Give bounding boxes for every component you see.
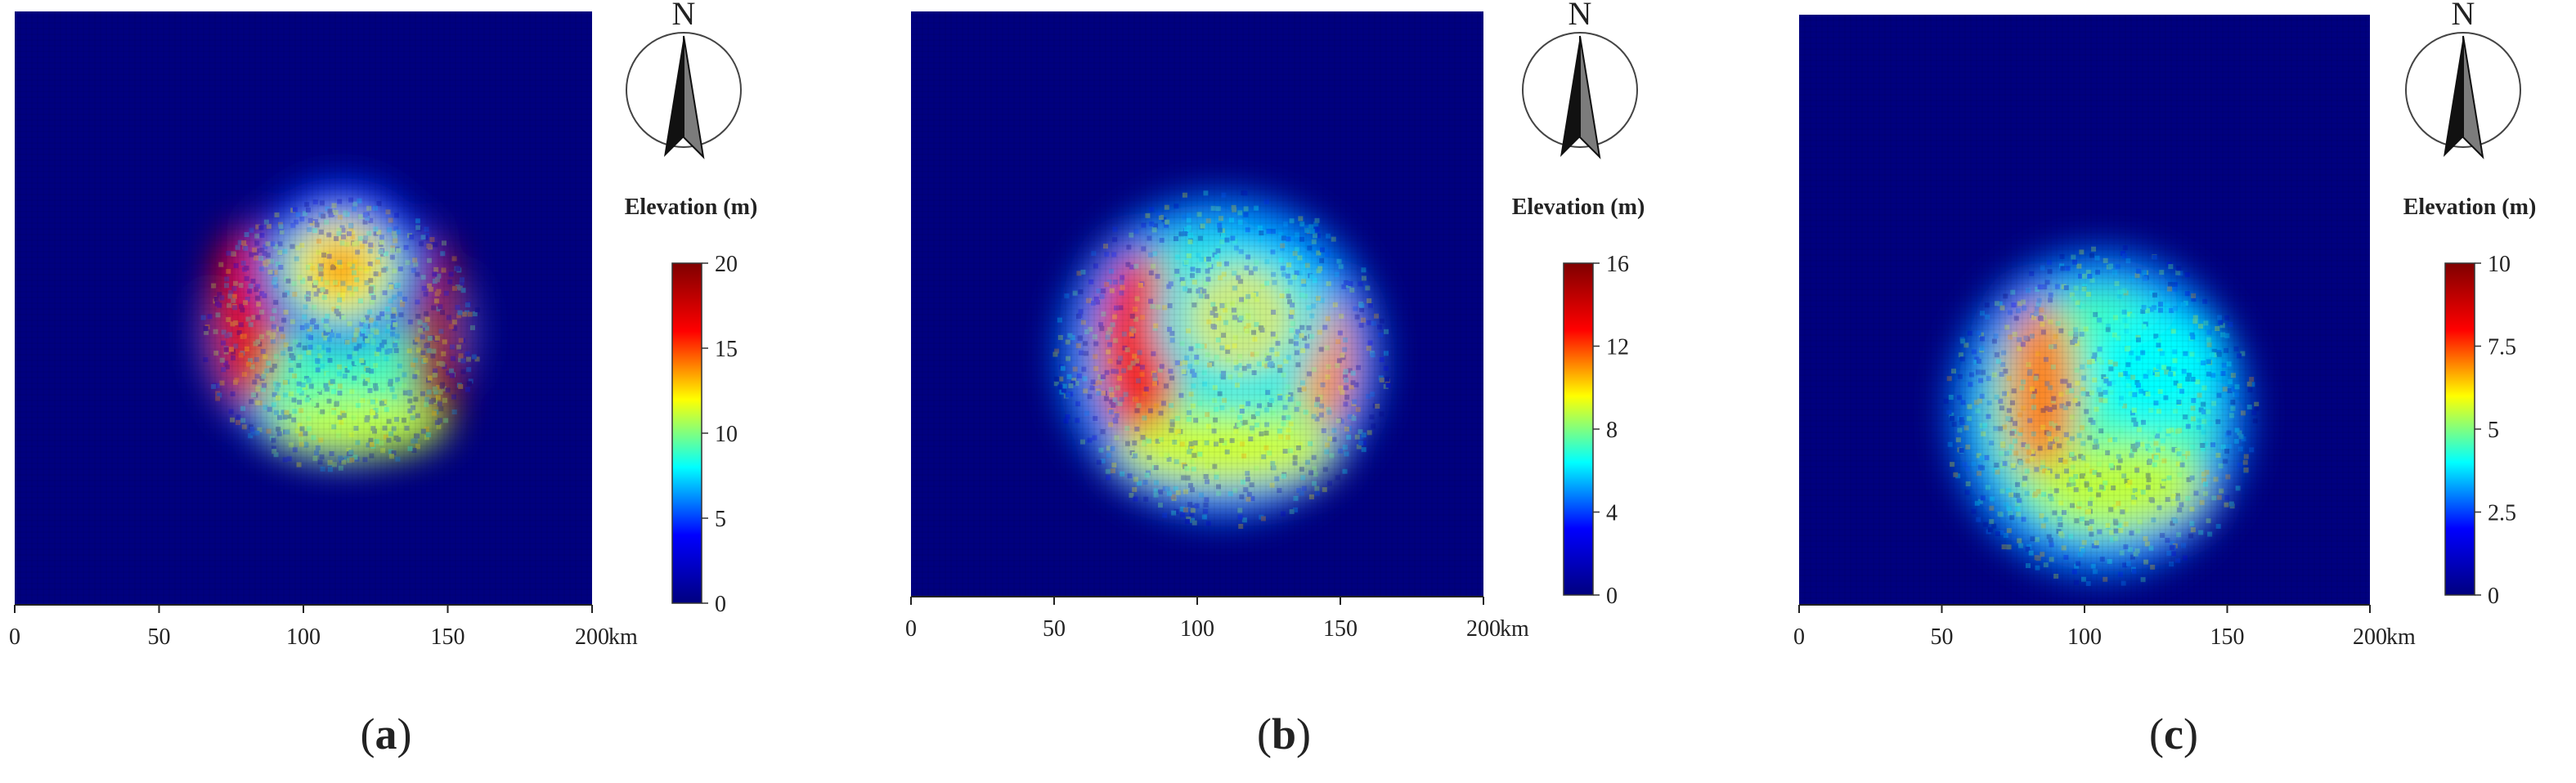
colorbar-tick-label: 2.5: [2488, 501, 2516, 526]
x-tick-label: 150: [1323, 616, 1358, 642]
caption-letter: a: [375, 709, 397, 758]
colorbar-tick-label: 10: [2488, 252, 2511, 277]
colorbar-title: Elevation (m): [2403, 195, 2537, 220]
x-tick-label: 0: [905, 616, 917, 642]
x-tick-label: 200: [2353, 624, 2387, 650]
x-unit-label: km: [2386, 624, 2416, 650]
elevation-field: [15, 11, 592, 605]
colorbar-title: Elevation (m): [1512, 195, 1645, 220]
mesh-grid: [1799, 15, 2370, 605]
elevation-blob: [2007, 303, 2076, 481]
colorbar-tick-label: 0: [715, 592, 726, 617]
elevation-ring: [1156, 235, 1324, 403]
north-label: N: [1568, 0, 1592, 32]
texture: [1052, 190, 1391, 529]
x-tick-label: 0: [1793, 624, 1805, 650]
texture: [200, 197, 480, 472]
elevation-ring: [294, 219, 388, 314]
panel-b: 0 50 100 150 200 km N Elevation (m) 16 12 8 4 0 (b): [905, 0, 1645, 758]
colorbar-tick-label: 7.5: [2488, 335, 2516, 360]
caption-open: (: [361, 709, 375, 758]
elevation-blob: [1117, 415, 1335, 485]
x-tick-label: 0: [9, 624, 20, 650]
elevation-blob: [2033, 445, 2205, 529]
caption-close: ): [1296, 709, 1311, 758]
caption-open: (: [1257, 709, 1272, 758]
colorbar-tick-label: 15: [715, 337, 738, 362]
arrow-left: [1560, 36, 1580, 157]
caption-open: (: [2149, 709, 2164, 758]
arrow-shade: [684, 36, 703, 157]
x-tick-label: 200: [1466, 616, 1501, 642]
elevation-field: [911, 11, 1483, 597]
north-label: N: [2452, 0, 2475, 32]
x-tick-label: 50: [148, 624, 171, 650]
colorbar-tick-label: 5: [2488, 418, 2499, 443]
arrow-left: [2444, 36, 2463, 157]
x-tick-label: 150: [431, 624, 465, 650]
caption-letter: c: [2164, 709, 2183, 758]
elevation-field: [1799, 15, 2370, 605]
colorbar-tick-label: 20: [715, 252, 738, 277]
caption-letter: b: [1272, 709, 1296, 758]
elevation-blob: [2093, 310, 2219, 428]
colorbar-title: Elevation (m): [625, 195, 758, 220]
north-arrow: N: [2405, 0, 2521, 159]
colorbar-tick-label: 4: [1606, 501, 1618, 526]
mesh-grid: [15, 11, 592, 605]
caption-close: ): [2183, 709, 2198, 758]
elevation-blob: [268, 396, 442, 457]
colorbar-tick-label: 0: [1606, 584, 1618, 609]
x-unit-label: km: [1500, 616, 1529, 642]
colorbar: [1563, 262, 1594, 596]
arrow-shade: [2463, 36, 2483, 157]
panel-caption: (c): [2149, 709, 2198, 758]
elevation-ring: [1193, 271, 1287, 365]
x-unit-label: km: [608, 624, 638, 650]
panel-caption: (a): [361, 709, 412, 758]
x-tick-label: 50: [1931, 624, 1954, 650]
x-tick-label: 200: [575, 624, 609, 650]
panel-c: 0 50 100 150 200 km N Elevation (m) 10 7.5 5 2.5 0 (c…: [1793, 0, 2536, 758]
x-tick-label: 100: [2067, 624, 2102, 650]
x-tick-label: 100: [286, 624, 321, 650]
panel-caption: (b): [1257, 709, 1311, 758]
colorbar: [2444, 262, 2475, 596]
x-tick-label: 100: [1180, 616, 1214, 642]
arrow-left: [664, 36, 684, 157]
colorbar-tick-label: 8: [1606, 418, 1618, 443]
colorbar-tick-label: 10: [715, 422, 738, 447]
caption-close: ): [397, 709, 412, 758]
elevation-blob: [410, 236, 463, 439]
x-tick-label: 50: [1043, 616, 1066, 642]
colorbar: [671, 262, 702, 604]
arrow-shade: [1580, 36, 1600, 157]
colorbar-tick-label: 0: [2488, 584, 2499, 609]
north-label: N: [672, 0, 696, 32]
north-arrow: N: [626, 0, 742, 159]
colorbar-tick-label: 5: [715, 507, 726, 532]
mesh-grid: [911, 11, 1483, 597]
north-arrow: N: [1522, 0, 1638, 159]
colorbar-tick-label: 16: [1606, 252, 1629, 277]
elevation-ring: [256, 181, 426, 351]
colorbar-tick-label: 12: [1606, 335, 1629, 360]
x-tick-label: 150: [2210, 624, 2245, 650]
texture: [1943, 245, 2260, 586]
